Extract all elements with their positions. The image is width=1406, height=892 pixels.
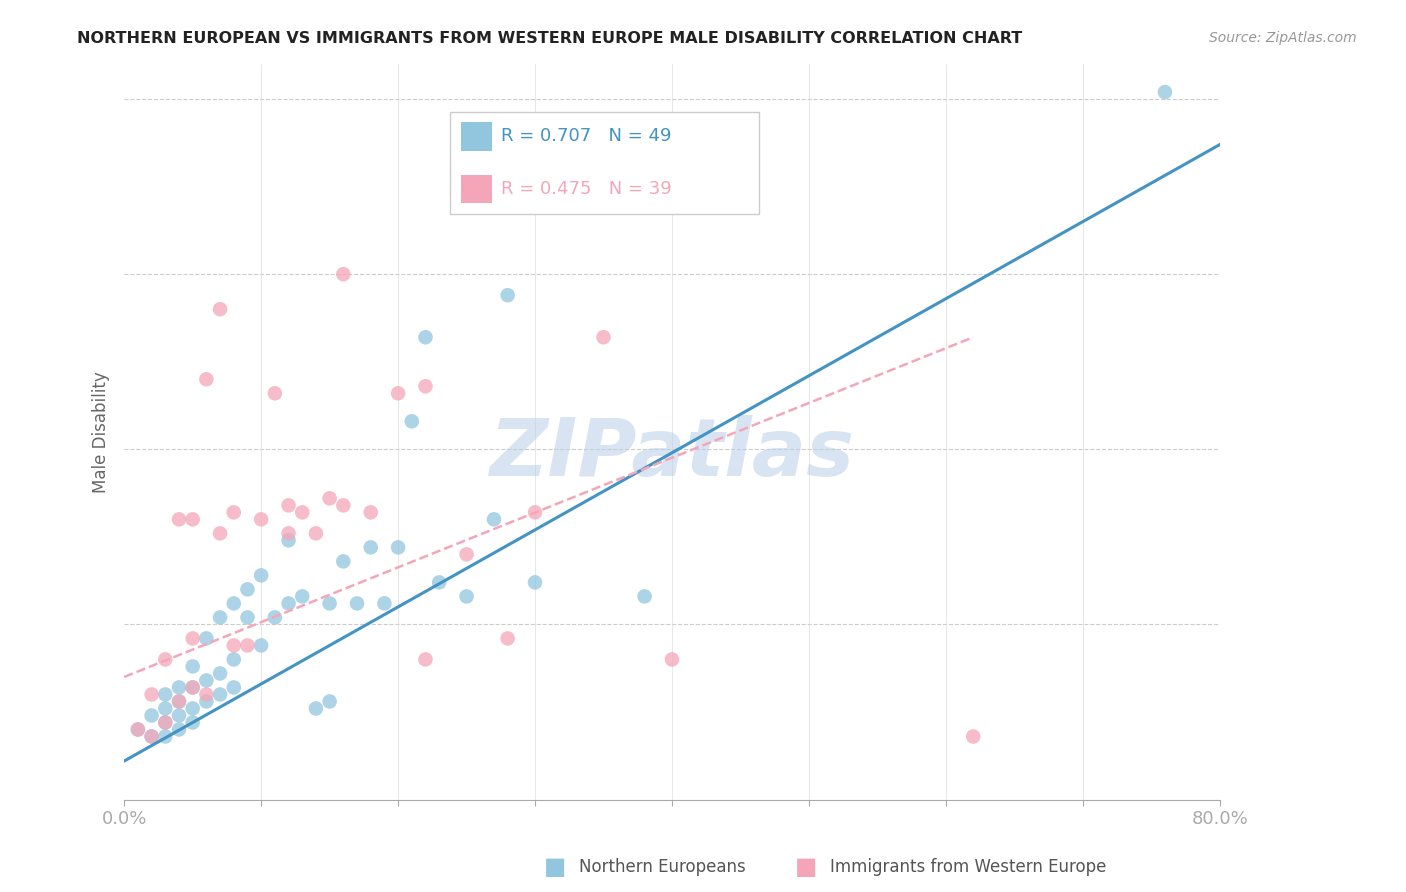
Point (318, 491, 340, 506)
Point (181, 715, 204, 730)
Point (456, 590, 478, 604)
Point (141, 688, 163, 702)
Point (427, 575, 450, 590)
Point (332, 554, 354, 568)
Point (167, 694, 190, 708)
Point (305, 701, 328, 715)
Point (222, 639, 245, 653)
Point (167, 681, 190, 695)
Point (155, 730, 177, 744)
Point (277, 499, 299, 513)
Point (236, 639, 259, 653)
Point (155, 715, 177, 730)
Text: ■: ■ (544, 855, 567, 879)
Point (373, 596, 395, 610)
Point (456, 547, 478, 561)
Point (277, 526, 299, 541)
Point (387, 541, 409, 555)
Point (496, 632, 519, 646)
Point (360, 505, 382, 519)
Point (250, 568, 273, 582)
Point (524, 575, 547, 590)
Point (155, 688, 177, 702)
Point (127, 723, 149, 737)
Point (209, 526, 232, 541)
Point (209, 302, 232, 317)
Point (661, 652, 683, 666)
Point (209, 610, 232, 624)
Point (415, 652, 437, 666)
Point (482, 512, 505, 526)
Point (332, 499, 354, 513)
Point (181, 681, 204, 695)
Point (263, 386, 285, 401)
Point (181, 659, 204, 673)
Point (195, 673, 218, 688)
Point (346, 596, 368, 610)
Point (222, 652, 245, 666)
Point (332, 267, 354, 281)
Text: R = 0.707   N = 49: R = 0.707 N = 49 (501, 128, 671, 145)
Point (415, 379, 437, 393)
Point (222, 505, 245, 519)
Point (360, 541, 382, 555)
Point (155, 701, 177, 715)
Point (305, 526, 328, 541)
Point (291, 505, 314, 519)
Point (236, 610, 259, 624)
Point (222, 596, 245, 610)
Point (401, 414, 423, 428)
Text: ZIPatlas: ZIPatlas (489, 415, 855, 493)
Point (277, 533, 299, 548)
Point (195, 694, 218, 708)
Text: Immigrants from Western Europe: Immigrants from Western Europe (830, 858, 1107, 876)
Text: Source: ZipAtlas.com: Source: ZipAtlas.com (1209, 31, 1357, 45)
Text: R = 0.475   N = 39: R = 0.475 N = 39 (501, 180, 671, 198)
Point (263, 610, 285, 624)
Point (209, 688, 232, 702)
Point (633, 590, 655, 604)
Point (195, 372, 218, 386)
Point (250, 639, 273, 653)
Point (167, 512, 190, 526)
Point (318, 596, 340, 610)
Point (222, 681, 245, 695)
Point (155, 652, 177, 666)
Point (1154, 85, 1177, 99)
Point (524, 505, 547, 519)
Point (155, 715, 177, 730)
Point (236, 582, 259, 597)
Text: NORTHERN EUROPEAN VS IMMIGRANTS FROM WESTERN EUROPE MALE DISABILITY CORRELATION : NORTHERN EUROPEAN VS IMMIGRANTS FROM WES… (77, 31, 1022, 46)
Point (209, 666, 232, 681)
Point (592, 330, 614, 344)
Y-axis label: Male Disability: Male Disability (93, 371, 110, 492)
Point (167, 694, 190, 708)
Point (181, 701, 204, 715)
Point (167, 723, 190, 737)
Point (277, 596, 299, 610)
Point (250, 512, 273, 526)
Point (318, 694, 340, 708)
Point (167, 708, 190, 723)
Point (962, 730, 984, 744)
Point (141, 730, 163, 744)
Point (195, 688, 218, 702)
Point (141, 730, 163, 744)
Point (387, 386, 409, 401)
Point (195, 632, 218, 646)
Point (127, 723, 149, 737)
Point (181, 512, 204, 526)
Point (496, 288, 519, 302)
Point (181, 632, 204, 646)
Point (181, 681, 204, 695)
Point (415, 330, 437, 344)
Text: Northern Europeans: Northern Europeans (579, 858, 747, 876)
Point (141, 708, 163, 723)
Text: ■: ■ (794, 855, 817, 879)
Point (291, 590, 314, 604)
